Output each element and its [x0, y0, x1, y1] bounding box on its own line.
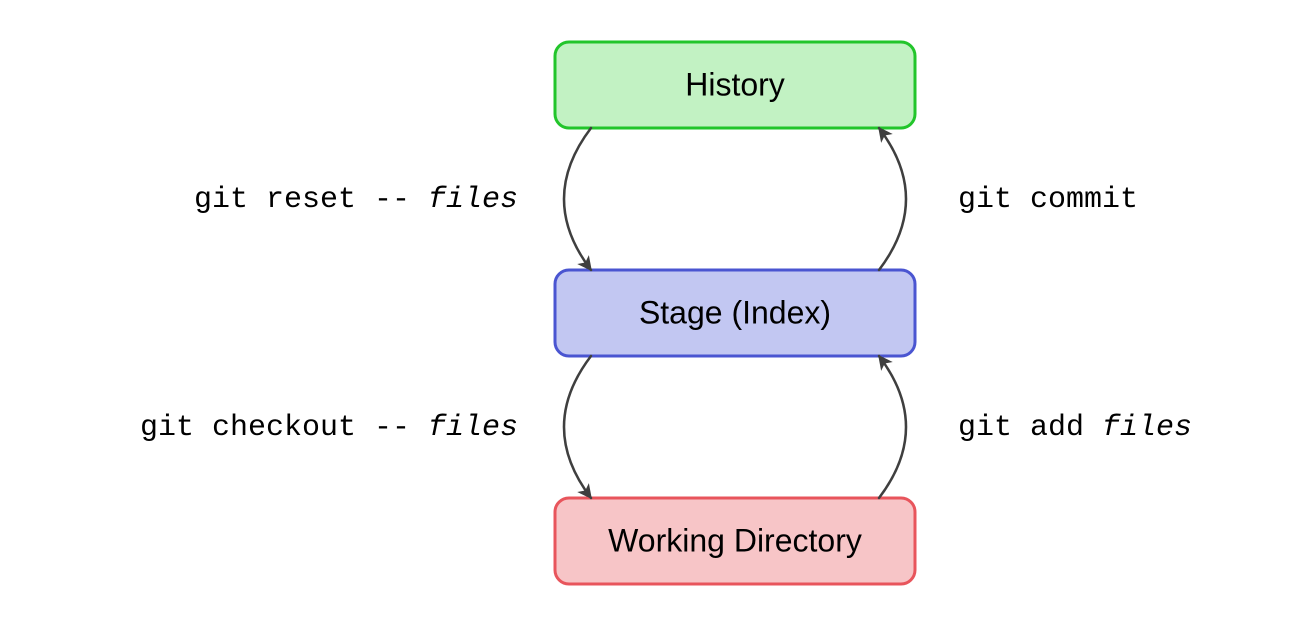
- node-working-label: Working Directory: [608, 522, 862, 558]
- edge-add-label: git add files: [958, 411, 1192, 445]
- edge-commit-arrow: [879, 128, 906, 270]
- edge-checkout-arrow: [564, 356, 591, 498]
- node-working: Working Directory: [555, 498, 915, 584]
- node-history: History: [555, 42, 915, 128]
- edge-checkout-label: git checkout -- files: [140, 411, 518, 445]
- node-history-label: History: [685, 66, 785, 102]
- git-workflow-diagram: History Stage (Index) Working Directory git…: [0, 0, 1292, 632]
- edge-commit-label: git commit: [958, 183, 1138, 217]
- edge-add-arrow: [879, 356, 906, 498]
- node-stage-label: Stage (Index): [639, 294, 831, 330]
- node-stage: Stage (Index): [555, 270, 915, 356]
- edge-reset-arrow: [564, 128, 591, 270]
- edge-reset-label: git reset -- files: [194, 183, 518, 217]
